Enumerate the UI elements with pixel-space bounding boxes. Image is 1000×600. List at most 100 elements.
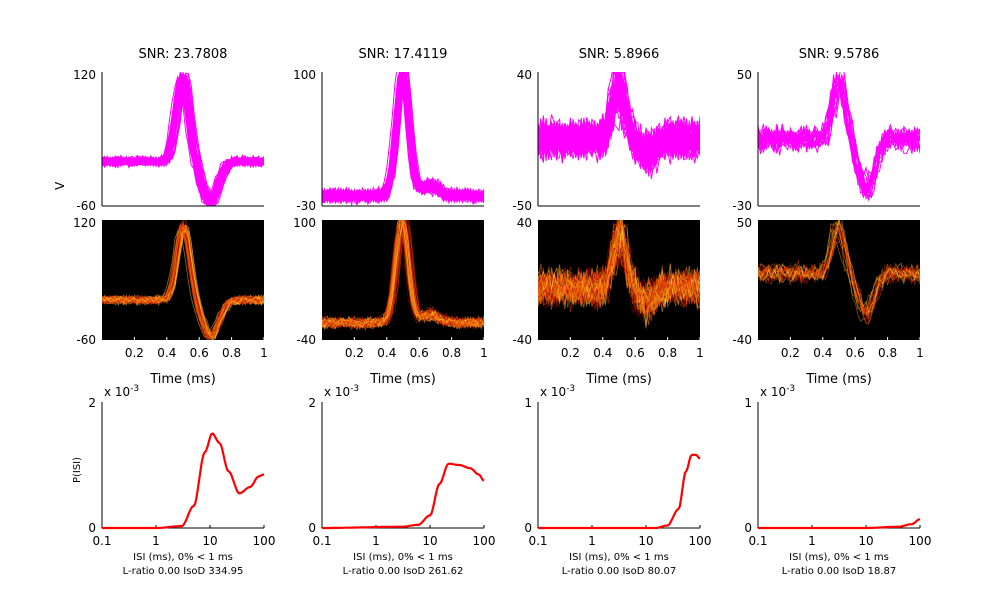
waveform-trace bbox=[102, 84, 264, 206]
isi-ytick-top: 1 bbox=[524, 396, 532, 410]
waveform-traces bbox=[538, 72, 700, 179]
waveform-trace bbox=[102, 82, 264, 205]
density-trace bbox=[758, 221, 920, 312]
isi-stats: L-ratio 0.00 IsoD 261.62 bbox=[343, 566, 464, 577]
time-tick-label: 0.8 bbox=[658, 346, 677, 360]
density-ytick-top: 100 bbox=[293, 216, 316, 230]
time-tick-label: 0.2 bbox=[345, 346, 364, 360]
isi-curve bbox=[322, 462, 485, 530]
time-tick-label: 1 bbox=[260, 346, 268, 360]
isi-tick-label: 1 bbox=[372, 534, 380, 548]
isi-exponent-base: x 10 bbox=[760, 385, 786, 399]
time-tick-label: 0.8 bbox=[442, 346, 461, 360]
density-trace bbox=[322, 221, 484, 332]
density-traces bbox=[758, 220, 920, 325]
density-ytick-bottom: -40 bbox=[512, 333, 532, 347]
snr-title: SNR: 17.4119 bbox=[359, 47, 448, 62]
density-trace bbox=[758, 235, 920, 325]
isi-exponent-power: -3 bbox=[786, 384, 795, 394]
density-trace bbox=[322, 220, 484, 329]
density-trace bbox=[758, 236, 920, 321]
isi-tick-label: 10 bbox=[202, 534, 217, 548]
snr-title: SNR: 23.7808 bbox=[139, 47, 228, 62]
clipped-ylabel: V bbox=[53, 181, 67, 190]
time-tick-label: 0.6 bbox=[190, 346, 209, 360]
snr-title: SNR: 9.5786 bbox=[799, 47, 880, 62]
isi-curve bbox=[102, 432, 265, 530]
waveform-trace bbox=[758, 86, 920, 198]
isi-curve bbox=[538, 453, 701, 530]
isi-xlabel: ISI (ms), 0% < 1 ms bbox=[133, 552, 233, 563]
time-tick-label: 0.4 bbox=[377, 346, 396, 360]
waveform-trace bbox=[538, 85, 700, 160]
isi-exponent-base: x 10 bbox=[104, 385, 130, 399]
density-trace bbox=[538, 238, 700, 315]
time-tick-label: 0.2 bbox=[781, 346, 800, 360]
waveform-trace bbox=[322, 72, 484, 203]
isi-ytick-top: 2 bbox=[88, 396, 96, 410]
waveform-ytick-top: 120 bbox=[73, 68, 96, 82]
waveform-ytick-bottom: -30 bbox=[732, 199, 752, 213]
isi-xlabel: ISI (ms), 0% < 1 ms bbox=[569, 552, 669, 563]
time-tick-label: 0.4 bbox=[157, 346, 176, 360]
density-trace bbox=[322, 220, 484, 328]
density-trace bbox=[538, 225, 700, 307]
isi-ytick-zero: 0 bbox=[308, 521, 316, 535]
density-trace bbox=[102, 228, 264, 337]
density-traces bbox=[102, 220, 264, 340]
isi-curve bbox=[758, 518, 921, 530]
isi-tick-label: 100 bbox=[689, 534, 712, 548]
time-axis-label: Time (ms) bbox=[149, 372, 216, 387]
time-tick-label: 1 bbox=[480, 346, 488, 360]
time-tick-label: 0.8 bbox=[878, 346, 897, 360]
density-trace bbox=[102, 224, 264, 339]
density-trace bbox=[322, 221, 484, 328]
time-tick-label: 0.8 bbox=[222, 346, 241, 360]
waveform-trace bbox=[758, 73, 920, 194]
waveform-ytick-bottom: -50 bbox=[512, 199, 532, 213]
isi-tick-label: 100 bbox=[909, 534, 932, 548]
density-trace bbox=[758, 220, 920, 315]
density-trace bbox=[758, 230, 920, 325]
isi-tick-label: 0.1 bbox=[528, 534, 547, 548]
time-tick-label: 0.4 bbox=[593, 346, 612, 360]
isi-ylabel: P(ISI) bbox=[72, 457, 83, 483]
density-trace bbox=[758, 225, 920, 319]
isi-xlabel: ISI (ms), 0% < 1 ms bbox=[789, 552, 889, 563]
density-ytick-top: 50 bbox=[737, 216, 752, 230]
waveform-trace bbox=[322, 74, 484, 202]
isi-tick-label: 100 bbox=[473, 534, 496, 548]
isi-tick-label: 1 bbox=[808, 534, 816, 548]
isi-exponent: x 10-3 bbox=[760, 384, 795, 399]
isi-tick-label: 10 bbox=[638, 534, 653, 548]
isi-exponent: x 10-3 bbox=[540, 384, 575, 399]
density-traces bbox=[322, 220, 484, 332]
isi-tick-label: 0.1 bbox=[92, 534, 111, 548]
density-ytick-bottom: -60 bbox=[76, 333, 96, 347]
isi-exponent-base: x 10 bbox=[540, 385, 566, 399]
isi-tick-label: 10 bbox=[422, 534, 437, 548]
column-3: SNR: 5.8966 40 -50 40 -40 0.2 0.4 0.6 0.8 1 Time (… bbox=[512, 47, 711, 577]
density-ytick-top: 120 bbox=[73, 216, 96, 230]
density-ytick-top: 40 bbox=[517, 216, 532, 230]
time-axis-label: Time (ms) bbox=[369, 372, 436, 387]
isi-ytick-zero: 0 bbox=[88, 521, 96, 535]
waveform-trace bbox=[102, 72, 264, 202]
density-trace bbox=[538, 220, 700, 315]
isi-exponent-base: x 10 bbox=[324, 385, 350, 399]
waveform-trace bbox=[538, 100, 700, 169]
waveform-trace bbox=[322, 80, 484, 206]
density-ytick-bottom: -40 bbox=[296, 333, 316, 347]
time-tick-label: 0.6 bbox=[626, 346, 645, 360]
density-traces bbox=[538, 220, 700, 329]
isi-stats: L-ratio 0.00 IsoD 334.95 bbox=[123, 566, 244, 577]
density-trace bbox=[102, 230, 264, 339]
time-tick-label: 0.6 bbox=[410, 346, 429, 360]
isi-ytick-top: 2 bbox=[308, 396, 316, 410]
time-tick-label: 0.6 bbox=[846, 346, 865, 360]
isi-xlabel: ISI (ms), 0% < 1 ms bbox=[353, 552, 453, 563]
